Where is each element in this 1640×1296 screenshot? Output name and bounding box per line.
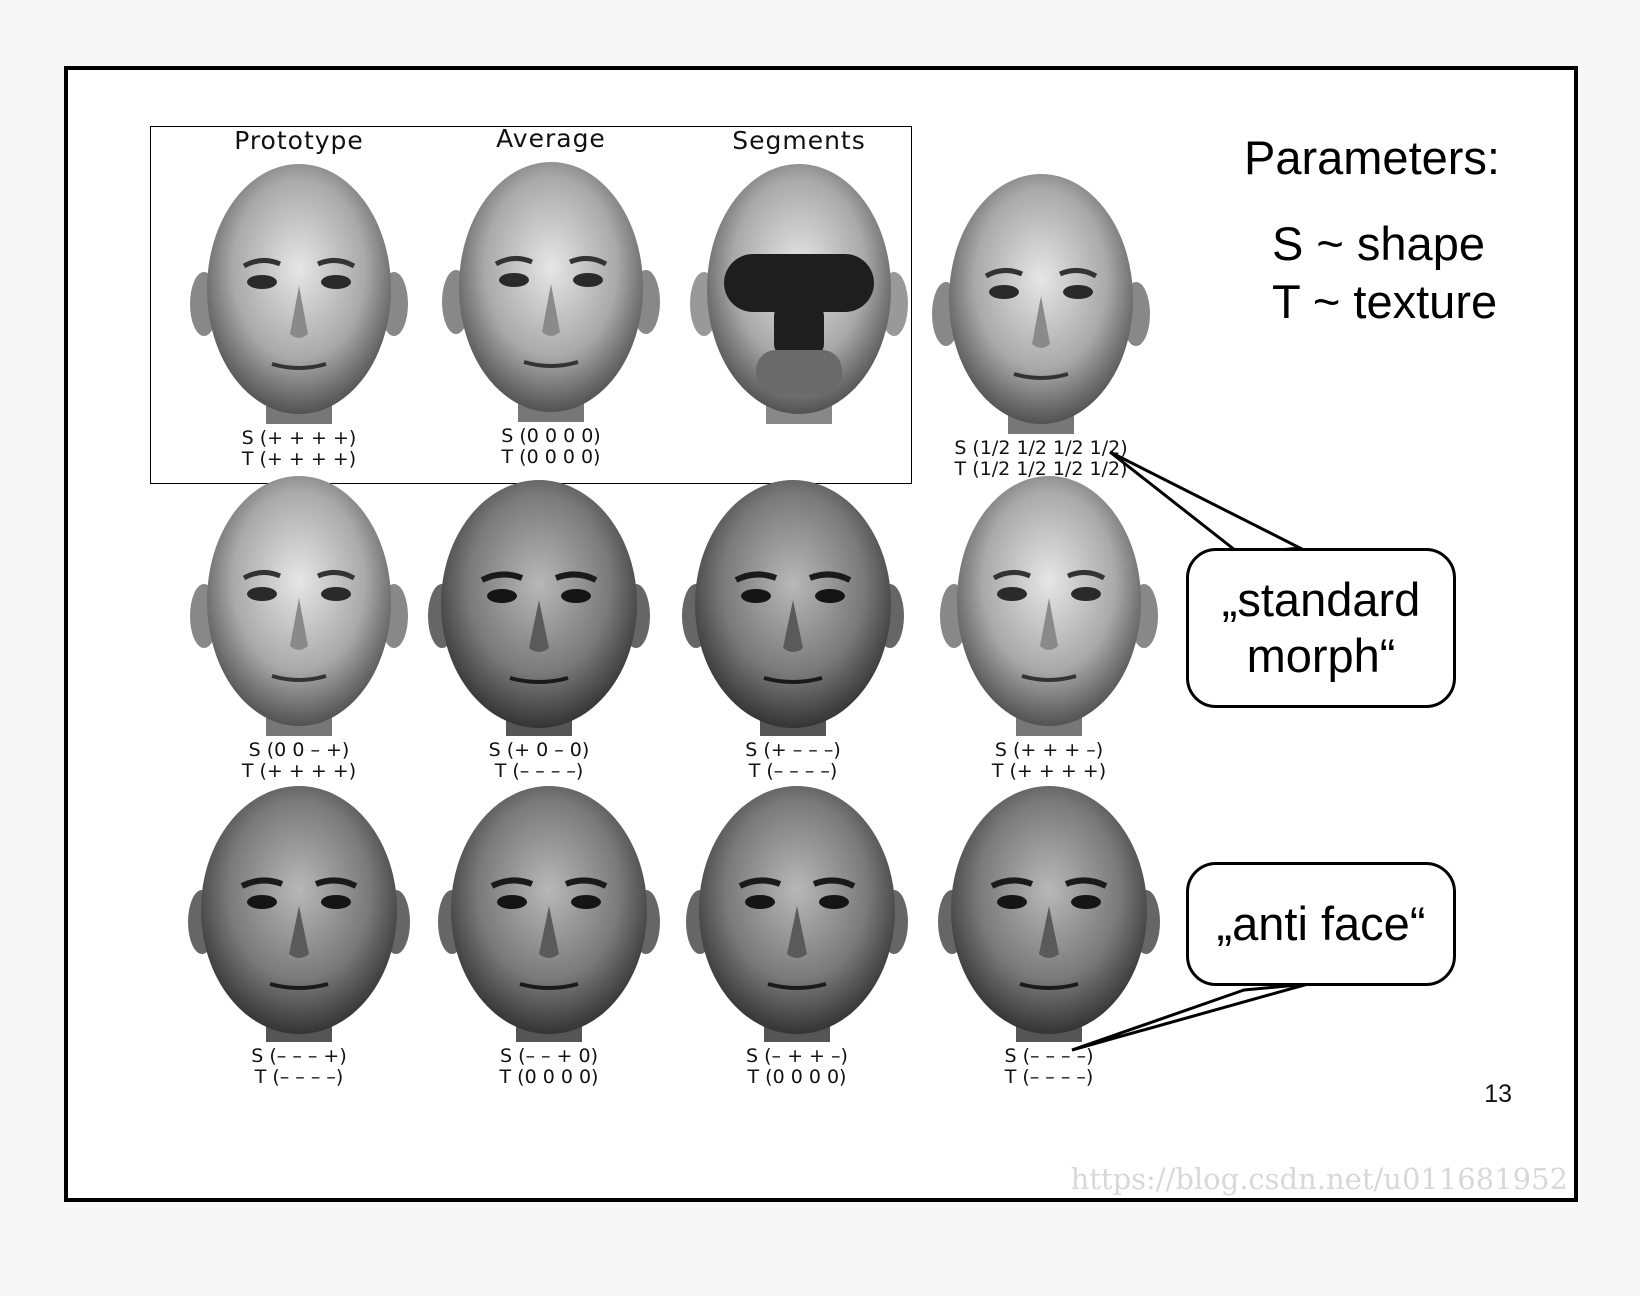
face-row2-col3: S (+ – – –) T (– – – –) [668, 476, 918, 786]
face-code: S (– – – –) T (– – – –) [1004, 1045, 1094, 1088]
face-code: S (+ + + –) T (+ + + +) [991, 739, 1107, 782]
face-row2-col2: S (+ 0 – 0) T (– – – –) [414, 476, 664, 786]
face-row3-col3: S (– + + –) T (0 0 0 0) [672, 782, 922, 1092]
column-title-prototype: Prototype [234, 126, 364, 155]
callout-standard-morph: „standard morph“ [1186, 548, 1456, 708]
face-row3-col1: S (– – – +) T (– – – –) [174, 782, 424, 1092]
face-row2-col4: S (+ + + –) T (+ + + +) [924, 476, 1174, 786]
face-code: S (+ – – –) T (– – – –) [745, 739, 841, 782]
parameters-legend: Parameters: S ~ shape T ~ texture [1244, 130, 1500, 331]
face-code: S (1/2 1/2 1/2 1/2) T (1/2 1/2 1/2 1/2) [954, 437, 1128, 480]
face-segments: Segments [674, 126, 924, 474]
callout-standard-line1: „standard [1221, 573, 1421, 626]
callout-standard-line2: morph“ [1246, 629, 1396, 682]
face-row2-col1: S (0 0 – +) T (+ + + +) [174, 476, 424, 786]
face-code: S (– + + –) T (0 0 0 0) [746, 1045, 848, 1088]
callout-anti-face: „anti face“ [1186, 862, 1456, 986]
parameter-shape: S ~ shape [1272, 217, 1485, 270]
column-title-segments: Segments [732, 126, 866, 155]
face-row3-col4: S (– – – –) T (– – – –) [924, 782, 1174, 1092]
face-prototype: Prototype S (+ + + +) T (+ + + +) [174, 126, 424, 474]
face-row3-col2: S (– – + 0) T (0 0 0 0) [424, 782, 674, 1092]
face-code: S (0 0 – +) T (+ + + +) [241, 739, 357, 782]
face-average: Average S (0 0 0 0) T (0 0 0 0) [426, 124, 676, 472]
face-standard-morph: S (1/2 1/2 1/2 1/2) T (1/2 1/2 1/2 1/2) [916, 174, 1166, 484]
callout-anti-text: „anti face“ [1216, 897, 1426, 950]
face-code: S (– – – +) T (– – – –) [251, 1045, 347, 1088]
face-code: S (+ + + +) T (+ + + +) [241, 427, 357, 470]
slide: Prototype S (+ + + +) T (+ + + +) Averag… [64, 66, 1578, 1202]
parameters-heading: Parameters: [1244, 131, 1500, 184]
page-number: 13 [1484, 1080, 1512, 1108]
callout-pointers [1071, 450, 1309, 1052]
face-code: S (– – + 0) T (0 0 0 0) [499, 1045, 599, 1088]
parameter-texture: T ~ texture [1272, 275, 1498, 328]
watermark: https://blog.csdn.net/u011681952 [1070, 1162, 1568, 1196]
face-code: S (0 0 0 0) T (0 0 0 0) [501, 425, 601, 468]
face-code: S (+ 0 – 0) T (– – – –) [488, 739, 590, 782]
column-title-average: Average [496, 124, 606, 153]
